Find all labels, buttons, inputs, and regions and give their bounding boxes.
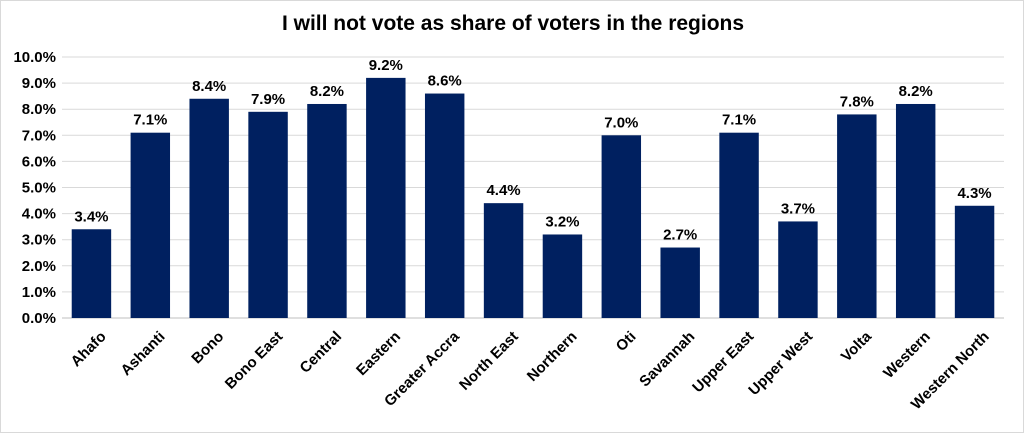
- y-tick-label: 0.0%: [22, 310, 56, 327]
- bar: [71, 229, 112, 318]
- y-tick-label: 9.0%: [22, 75, 56, 92]
- bar: [601, 135, 642, 318]
- data-label: 7.8%: [840, 93, 874, 110]
- y-tick-label: 3.0%: [22, 232, 56, 249]
- data-label: 7.1%: [722, 112, 756, 129]
- data-label: 7.0%: [604, 114, 638, 131]
- y-tick-label: 6.0%: [22, 153, 56, 170]
- y-tick-label: 1.0%: [22, 284, 56, 301]
- data-label: 7.1%: [133, 112, 167, 129]
- data-label: 4.4%: [486, 182, 520, 199]
- y-tick-label: 5.0%: [22, 180, 56, 197]
- data-label: 8.2%: [310, 83, 344, 100]
- x-tick-label: Eastern: [353, 328, 404, 379]
- x-tick-label: Upper West: [745, 328, 816, 399]
- x-tick-label: Northern: [524, 328, 581, 385]
- data-label: 8.2%: [899, 83, 933, 100]
- x-tick-label: Oti: [613, 328, 640, 355]
- bar: [307, 103, 347, 318]
- bar: [130, 132, 171, 318]
- y-tick-label: 10.0%: [13, 49, 56, 66]
- bar: [189, 98, 229, 318]
- x-tick-label: Ahafo: [68, 328, 110, 370]
- bar: [248, 111, 288, 318]
- x-tick-label: Bono East: [222, 328, 286, 392]
- x-tick-label: Western: [880, 328, 934, 382]
- x-tick-label: Central: [297, 328, 346, 377]
- data-label: 7.9%: [251, 91, 285, 108]
- x-tick-label: Bono: [188, 328, 227, 367]
- bar: [424, 93, 465, 318]
- x-tick-label: Savannah: [636, 328, 698, 390]
- data-label: 3.2%: [545, 213, 579, 230]
- bar: [778, 221, 818, 318]
- x-tick-label: Ashanti: [118, 328, 169, 379]
- data-label: 8.4%: [192, 78, 226, 95]
- bar: [954, 205, 995, 318]
- bar: [366, 77, 406, 318]
- data-label: 2.7%: [663, 227, 697, 244]
- data-label: 3.7%: [781, 200, 815, 217]
- y-tick-label: 8.0%: [22, 101, 56, 118]
- y-tick-label: 4.0%: [22, 206, 56, 223]
- chart-title: I will not vote as share of voters in th…: [281, 12, 745, 35]
- y-tick-label: 7.0%: [22, 127, 56, 144]
- bar: [719, 132, 759, 318]
- data-label: 3.4%: [74, 208, 108, 225]
- bar: [895, 103, 936, 318]
- bar: [660, 247, 700, 318]
- data-label: 9.2%: [369, 57, 403, 74]
- y-tick-label: 2.0%: [22, 258, 56, 275]
- bar: [483, 203, 524, 318]
- x-tick-label: North East: [456, 328, 522, 394]
- x-tick-label: Volta: [838, 328, 876, 366]
- data-label: 4.3%: [957, 185, 991, 202]
- bar: [837, 114, 877, 318]
- bar: [542, 234, 583, 318]
- data-label: 8.6%: [428, 73, 462, 90]
